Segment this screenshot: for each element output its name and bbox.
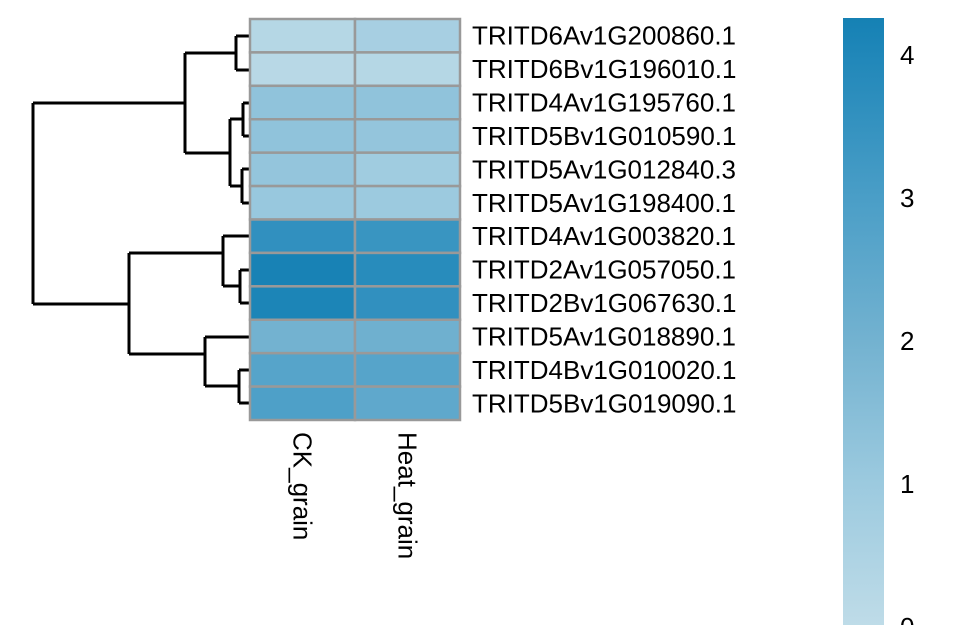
dendrogram-branch-7-9 bbox=[221, 234, 250, 288]
dendrogram-branch-11-12 bbox=[237, 368, 250, 405]
row-label: TRITD6Bv1G196010.1 bbox=[472, 54, 736, 84]
dendrogram-root bbox=[31, 101, 185, 306]
dendrogram-branch-top bbox=[183, 51, 236, 155]
heatmap-cell bbox=[353, 251, 462, 288]
row-label: TRITD4Bv1G010020.1 bbox=[472, 355, 736, 385]
heatmap-cell bbox=[248, 84, 357, 121]
heatmap-cell bbox=[248, 17, 357, 54]
row-label: TRITD2Bv1G067630.1 bbox=[472, 288, 736, 318]
heatmap-cell bbox=[248, 151, 357, 188]
heatmap-cell bbox=[353, 118, 462, 154]
colorbar-gradient bbox=[843, 18, 884, 625]
row-label: TRITD5Av1G012840.3 bbox=[472, 154, 736, 184]
column-label: Heat_grain bbox=[393, 432, 423, 559]
heatmap-cell bbox=[353, 51, 462, 88]
row-label: TRITD5Av1G198400.1 bbox=[472, 188, 736, 218]
heatmap-cell bbox=[248, 351, 357, 388]
dendrogram-branch-8-9 bbox=[238, 268, 250, 305]
column-label: CK_grain bbox=[288, 432, 318, 540]
heatmap-cell bbox=[353, 17, 462, 54]
row-label: TRITD5Bv1G019090.1 bbox=[472, 388, 736, 418]
row-label: TRITD5Av1G018890.1 bbox=[472, 321, 736, 351]
dendrogram-branch-10-12 bbox=[203, 335, 250, 388]
colorbar-tick-label: 0 bbox=[900, 612, 914, 625]
heatmap-cell bbox=[248, 285, 357, 322]
heatmap-cell bbox=[353, 385, 462, 422]
heatmap-cell bbox=[353, 318, 462, 355]
heatmap-cells bbox=[248, 17, 462, 422]
heatmap-cell bbox=[353, 184, 462, 221]
heatmap-cell bbox=[248, 218, 357, 255]
colorbar-tick-label: 1 bbox=[900, 469, 914, 499]
row-dendrogram bbox=[31, 34, 250, 405]
colorbar-tick-label: 3 bbox=[900, 183, 914, 213]
heatmap-cell bbox=[353, 285, 462, 322]
heatmap-cell bbox=[248, 251, 357, 288]
row-label: TRITD4Av1G003820.1 bbox=[472, 221, 736, 251]
heatmap-cell bbox=[248, 51, 357, 88]
dendrogram-branch-3-6 bbox=[228, 117, 243, 188]
heatmap-cell bbox=[248, 184, 357, 221]
colorbar-legend: 0 1 2 3 4 bbox=[843, 18, 914, 625]
heatmap-cell bbox=[248, 318, 357, 355]
heatmap-cell bbox=[353, 351, 462, 388]
dendrogram-branch-bottom bbox=[127, 251, 223, 356]
heatmap-cell bbox=[353, 218, 462, 255]
heatmap-cell bbox=[353, 84, 462, 121]
heatmap-cell bbox=[353, 151, 462, 188]
heatmap-cell bbox=[248, 385, 357, 422]
row-label: TRITD5Bv1G010590.1 bbox=[472, 121, 736, 151]
dendrogram-branch-5-6 bbox=[240, 167, 250, 205]
colorbar-tick-label: 2 bbox=[900, 326, 914, 356]
colorbar-tick-label: 4 bbox=[900, 40, 914, 70]
dendrogram-branch-1-2 bbox=[234, 34, 250, 72]
column-labels: CK_grain Heat_grain bbox=[288, 432, 423, 559]
row-label: TRITD4Av1G195760.1 bbox=[472, 88, 736, 118]
heatmap-cell bbox=[248, 118, 357, 154]
row-label: TRITD2Av1G057050.1 bbox=[472, 255, 736, 285]
row-label: TRITD6Av1G200860.1 bbox=[472, 21, 736, 51]
